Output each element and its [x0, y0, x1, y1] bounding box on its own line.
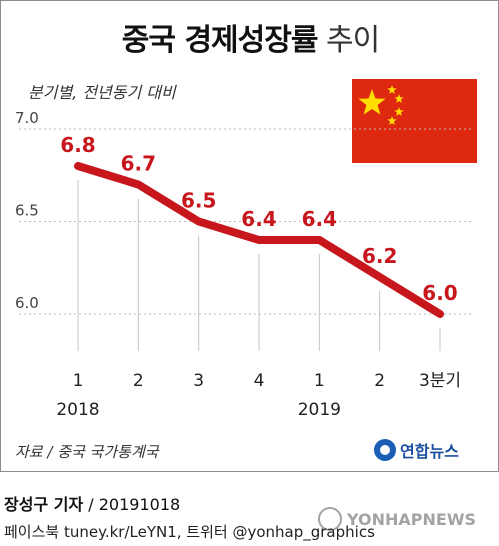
flag-big-star: [358, 89, 386, 115]
flag-small-star-3: [394, 107, 404, 116]
line-chart: 6.8 6.7 6.5 6.4 6.4 6.2 6.0 7.0 6.5 6.0 1 2 3 4 1 2 3분기…: [15, 109, 471, 420]
flag-small-star-1: [387, 85, 397, 94]
watermark: YONHAPNEWS: [318, 507, 476, 531]
data-label: 6.5: [181, 189, 216, 213]
chart-card: 중국 경제성장률 추이 분기별, 전년동기 대비 6.8 6.7 6.5 6.4 6.4…: [0, 0, 499, 472]
x-tick-label: 2: [133, 371, 144, 391]
social-links: 페이스북 tuney.kr/LeYN1, 트위터 @yonhap_graphic…: [4, 523, 375, 541]
data-label: 6.7: [121, 152, 156, 176]
series-line: [74, 162, 444, 318]
watermark-icon: [318, 507, 342, 531]
china-flag-icon: [352, 79, 477, 163]
data-label: 6.0: [422, 281, 457, 305]
data-label: 6.4: [241, 207, 276, 231]
x-tick-label: 3: [193, 371, 204, 391]
flag-small-star-4: [387, 116, 397, 125]
data-label: 6.2: [362, 244, 397, 268]
title-suffix: 추이: [326, 23, 380, 58]
watermark-text: YONHAPNEWS: [347, 509, 476, 529]
y-tick-label: 7.0: [15, 109, 39, 127]
yonhap-logo-text: 연합뉴스: [400, 442, 459, 461]
data-label: 6.4: [302, 207, 337, 231]
byline-date: / 20191018: [83, 495, 181, 514]
flag-small-star-2: [394, 94, 404, 103]
chart-title: 중국 경제성장률 추이: [1, 15, 499, 59]
y-tick-label: 6.5: [15, 202, 39, 220]
x-tick-label: 1: [73, 371, 84, 391]
byline: 장성구 기자 / 20191018: [4, 491, 180, 515]
yonhap-logo-icon: [374, 439, 396, 461]
year-label: 2018: [56, 400, 99, 420]
x-tick-label: 1: [314, 371, 325, 391]
x-tick-label: 4: [254, 371, 265, 391]
x-tick-label: 3분기: [419, 371, 461, 391]
title-main: 중국 경제성장률: [121, 23, 319, 58]
year-label: 2019: [298, 400, 341, 420]
yonhap-logo: 연합뉴스: [374, 438, 459, 462]
x-tick-label: 2: [374, 371, 385, 391]
byline-author: 장성구 기자: [4, 495, 84, 514]
chart-subtitle: 분기별, 전년동기 대비: [28, 83, 176, 102]
china-flag-graphic: [352, 79, 477, 163]
source-note: 자료 / 중국 국가통계국: [15, 443, 159, 461]
data-label: 6.8: [60, 133, 95, 157]
y-tick-label: 6.0: [15, 294, 39, 312]
